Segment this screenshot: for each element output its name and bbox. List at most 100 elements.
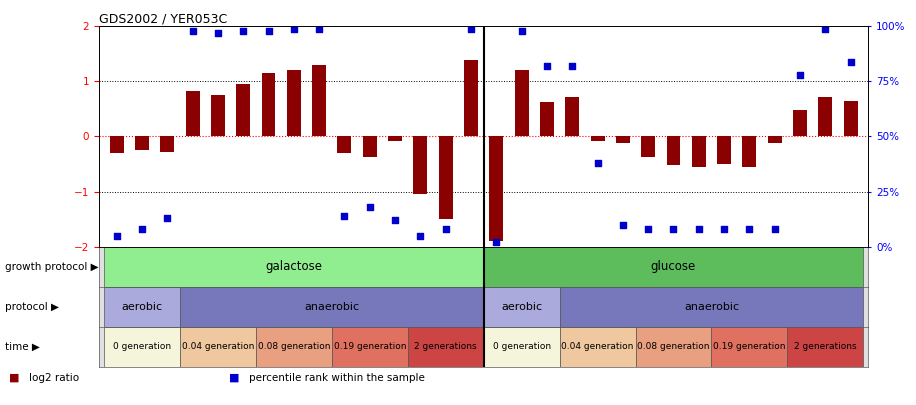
- Bar: [236, 84, 250, 136]
- Bar: [489, 136, 503, 241]
- Bar: [641, 136, 655, 158]
- Text: 2 generations: 2 generations: [414, 342, 477, 351]
- Bar: [591, 136, 605, 141]
- Bar: [413, 136, 428, 194]
- Bar: [560, 327, 636, 367]
- Point: [792, 72, 807, 78]
- Bar: [408, 327, 484, 367]
- Text: GDS2002 / YER053C: GDS2002 / YER053C: [99, 12, 227, 25]
- Text: anaerobic: anaerobic: [304, 302, 359, 312]
- Bar: [287, 70, 300, 136]
- Text: anaerobic: anaerobic: [684, 302, 739, 312]
- Point: [666, 226, 681, 232]
- Text: 0.04 generation: 0.04 generation: [562, 342, 634, 351]
- Point: [463, 25, 478, 32]
- Bar: [180, 287, 484, 327]
- Text: 0.19 generation: 0.19 generation: [333, 342, 406, 351]
- Bar: [332, 327, 408, 367]
- Bar: [565, 97, 579, 136]
- Point: [287, 25, 301, 32]
- Bar: [160, 136, 174, 152]
- Point: [109, 232, 124, 239]
- Text: 0.19 generation: 0.19 generation: [714, 342, 786, 351]
- Bar: [667, 136, 681, 165]
- Bar: [743, 136, 757, 167]
- Point: [716, 226, 731, 232]
- Point: [211, 30, 225, 36]
- Text: glucose: glucose: [651, 260, 696, 273]
- Bar: [692, 136, 705, 167]
- Bar: [363, 136, 376, 158]
- Point: [387, 217, 402, 224]
- Point: [489, 239, 504, 245]
- Point: [261, 28, 276, 34]
- Text: time ▶: time ▶: [5, 342, 39, 352]
- Bar: [104, 327, 180, 367]
- Bar: [464, 60, 478, 136]
- Text: percentile rank within the sample: percentile rank within the sample: [249, 373, 425, 383]
- Point: [742, 226, 757, 232]
- Bar: [312, 65, 326, 136]
- Point: [363, 204, 377, 210]
- Bar: [180, 327, 256, 367]
- Bar: [104, 247, 484, 287]
- Text: aerobic: aerobic: [501, 302, 542, 312]
- Bar: [768, 136, 781, 143]
- Bar: [186, 91, 200, 136]
- Bar: [484, 287, 560, 327]
- Bar: [515, 70, 529, 136]
- Point: [135, 226, 149, 232]
- Point: [311, 25, 326, 32]
- Text: 0 generation: 0 generation: [493, 342, 551, 351]
- Bar: [262, 73, 276, 136]
- Text: aerobic: aerobic: [122, 302, 162, 312]
- Bar: [844, 101, 857, 136]
- Point: [160, 215, 175, 221]
- Text: 2 generations: 2 generations: [794, 342, 856, 351]
- Point: [413, 232, 428, 239]
- Text: log2 ratio: log2 ratio: [29, 373, 80, 383]
- Bar: [135, 136, 149, 150]
- Point: [768, 226, 782, 232]
- Bar: [560, 287, 863, 327]
- Bar: [788, 327, 863, 367]
- Text: 0.04 generation: 0.04 generation: [181, 342, 254, 351]
- Point: [565, 63, 580, 69]
- Text: protocol ▶: protocol ▶: [5, 302, 59, 312]
- Point: [818, 25, 833, 32]
- Point: [235, 28, 250, 34]
- Point: [692, 226, 706, 232]
- Bar: [616, 136, 630, 143]
- Point: [844, 58, 858, 65]
- Bar: [388, 136, 402, 141]
- Bar: [484, 247, 863, 287]
- Bar: [818, 97, 833, 136]
- Bar: [110, 136, 124, 153]
- Point: [590, 160, 605, 166]
- Bar: [636, 327, 712, 367]
- Bar: [256, 327, 332, 367]
- Text: ■: ■: [9, 373, 19, 383]
- Point: [185, 28, 200, 34]
- Bar: [793, 110, 807, 136]
- Bar: [104, 287, 180, 327]
- Text: galactose: galactose: [266, 260, 322, 273]
- Bar: [337, 136, 352, 153]
- Point: [641, 226, 656, 232]
- Bar: [712, 327, 788, 367]
- Text: 0 generation: 0 generation: [113, 342, 171, 351]
- Bar: [439, 136, 453, 219]
- Bar: [211, 95, 224, 136]
- Text: ■: ■: [229, 373, 239, 383]
- Point: [616, 222, 630, 228]
- Text: 0.08 generation: 0.08 generation: [257, 342, 330, 351]
- Point: [439, 226, 453, 232]
- Point: [540, 63, 554, 69]
- Point: [337, 213, 352, 219]
- Bar: [717, 136, 731, 164]
- Bar: [484, 327, 560, 367]
- Bar: [540, 102, 554, 136]
- Text: 0.08 generation: 0.08 generation: [638, 342, 710, 351]
- Text: growth protocol ▶: growth protocol ▶: [5, 262, 98, 272]
- Point: [514, 28, 529, 34]
